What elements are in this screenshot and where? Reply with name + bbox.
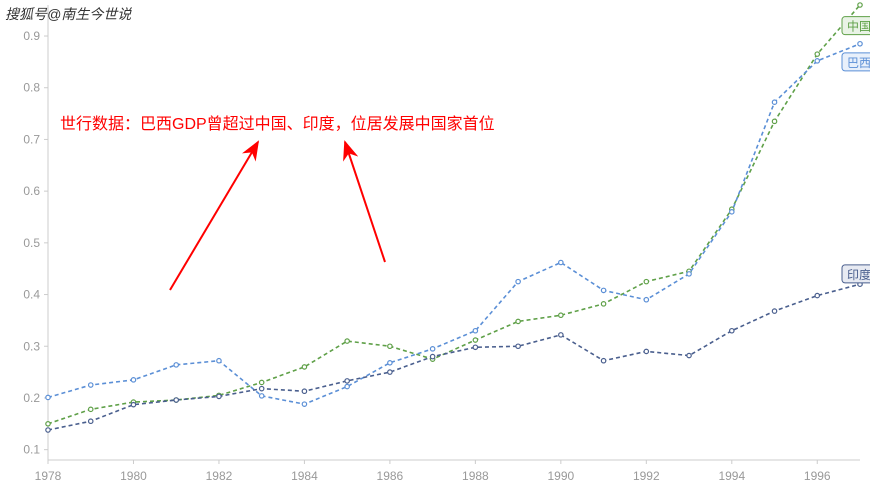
series-label-印度: 印度 — [847, 267, 870, 282]
x-tick-label: 1996 — [804, 469, 831, 483]
series-marker-中国 — [772, 119, 776, 123]
series-marker-印度 — [89, 419, 93, 423]
series-marker-中国 — [559, 313, 563, 317]
series-line-印度 — [48, 284, 860, 430]
series-marker-巴西 — [730, 210, 734, 214]
series-marker-印度 — [259, 386, 263, 390]
series-marker-中国 — [601, 302, 605, 306]
chart-container: 0.1 0.2 0.3 0.4 0.5 0.6 0.7 0.8 0.9 1978 1980 1982 1… — [0, 0, 870, 500]
x-tick-label: 1982 — [206, 469, 233, 483]
annotation-text: 世行数据：巴西GDP曾超过中国、印度，位居发展中国家首位 — [60, 110, 495, 134]
series-marker-中国 — [345, 339, 349, 343]
series-marker-中国 — [858, 3, 862, 7]
series-marker-中国 — [644, 279, 648, 283]
series-marker-印度 — [430, 354, 434, 358]
y-tick-label: 0.3 — [23, 339, 40, 353]
x-tick-label: 1986 — [377, 469, 404, 483]
series-marker-印度 — [559, 333, 563, 337]
series-label-巴西: 巴西 — [847, 56, 870, 70]
series-marker-印度 — [174, 398, 178, 402]
series-marker-巴西 — [516, 279, 520, 283]
series-marker-巴西 — [388, 361, 392, 365]
series-marker-巴西 — [815, 59, 819, 63]
series-marker-印度 — [772, 309, 776, 313]
series-marker-印度 — [644, 349, 648, 353]
series-label-中国: 中国 — [847, 19, 870, 34]
series-marker-印度 — [516, 344, 520, 348]
series-marker-巴西 — [174, 363, 178, 367]
series-marker-中国 — [388, 344, 392, 348]
y-tick-label: 0.2 — [23, 391, 40, 405]
series-marker-巴西 — [473, 329, 477, 333]
series-line-中国 — [48, 5, 860, 424]
series-marker-印度 — [302, 389, 306, 393]
watermark-text: 搜狐号@南生今世说 — [5, 4, 131, 24]
series-marker-中国 — [815, 52, 819, 56]
series-marker-印度 — [687, 353, 691, 357]
series-marker-巴西 — [772, 100, 776, 104]
x-tick-label: 1984 — [291, 469, 318, 483]
series-marker-印度 — [388, 370, 392, 374]
x-tick-label: 1990 — [547, 469, 574, 483]
annotation-arrow-1 — [345, 142, 385, 262]
series-marker-巴西 — [46, 395, 50, 399]
series-marker-印度 — [473, 345, 477, 349]
x-tick-label: 1978 — [35, 469, 62, 483]
series-marker-印度 — [601, 359, 605, 363]
x-tick-label: 1988 — [462, 469, 489, 483]
series-marker-印度 — [131, 402, 135, 406]
series-marker-巴西 — [644, 298, 648, 302]
series-marker-巴西 — [259, 394, 263, 398]
x-tick-label: 1992 — [633, 469, 660, 483]
annotation-arrow-0 — [170, 142, 258, 290]
series-marker-印度 — [217, 394, 221, 398]
series-marker-巴西 — [687, 272, 691, 276]
series-marker-中国 — [302, 365, 306, 369]
series-marker-中国 — [46, 422, 50, 426]
series-marker-巴西 — [302, 402, 306, 406]
line-chart-svg: 0.1 0.2 0.3 0.4 0.5 0.6 0.7 0.8 0.9 1978 1980 1982 1… — [0, 0, 870, 500]
series-marker-印度 — [345, 379, 349, 383]
series-marker-中国 — [259, 380, 263, 384]
series-marker-中国 — [516, 319, 520, 323]
series-marker-印度 — [730, 329, 734, 333]
series-marker-印度 — [815, 293, 819, 297]
series-marker-巴西 — [559, 260, 563, 264]
series-marker-巴西 — [345, 384, 349, 388]
series-marker-巴西 — [217, 359, 221, 363]
series-marker-巴西 — [131, 378, 135, 382]
y-tick-label: 0.6 — [23, 184, 40, 198]
series-marker-巴西 — [89, 383, 93, 387]
series-marker-印度 — [46, 428, 50, 432]
series-marker-巴西 — [430, 347, 434, 351]
y-tick-label: 0.5 — [23, 236, 40, 250]
y-tick-label: 0.4 — [23, 288, 40, 302]
series-marker-巴西 — [601, 288, 605, 292]
y-tick-label: 0.8 — [23, 81, 40, 95]
x-tick-label: 1980 — [120, 469, 147, 483]
x-tick-label: 1994 — [718, 469, 745, 483]
series-marker-巴西 — [858, 42, 862, 46]
series-marker-中国 — [473, 338, 477, 342]
series-marker-中国 — [89, 407, 93, 411]
y-tick-label: 0.9 — [23, 29, 40, 43]
y-tick-label: 0.1 — [23, 443, 40, 457]
y-tick-label: 0.7 — [23, 132, 40, 146]
series-line-巴西 — [48, 44, 860, 404]
